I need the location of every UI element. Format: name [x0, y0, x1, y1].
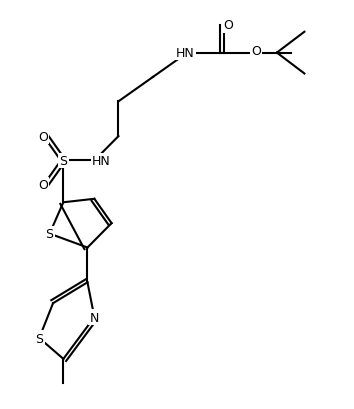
Text: S: S — [46, 227, 53, 240]
Text: S: S — [59, 155, 67, 168]
Text: HN: HN — [176, 47, 195, 60]
Text: N: N — [90, 311, 99, 324]
Text: O: O — [38, 179, 48, 192]
Text: O: O — [251, 45, 261, 58]
Text: HN: HN — [92, 155, 110, 168]
Text: S: S — [35, 332, 43, 345]
Text: O: O — [224, 19, 234, 32]
Text: O: O — [38, 130, 48, 143]
